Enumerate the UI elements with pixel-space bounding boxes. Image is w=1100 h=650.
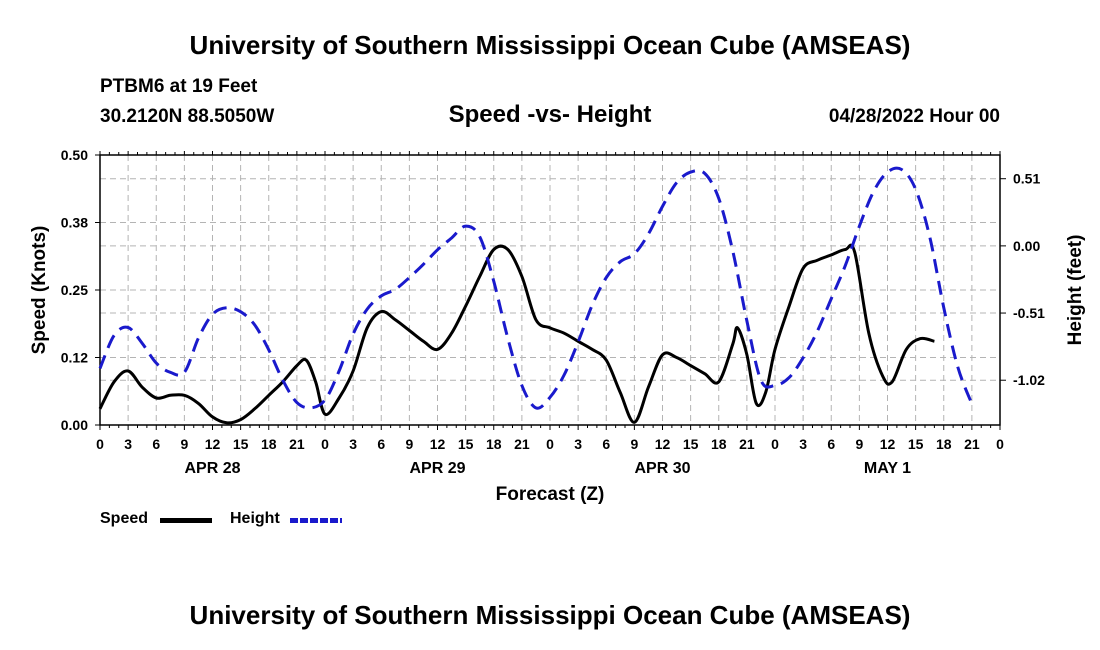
day-label: MAY 1 — [864, 460, 911, 477]
series-line-height — [98, 166, 974, 410]
x-tick-label: 3 — [574, 436, 582, 452]
x-tick-label: 9 — [180, 436, 188, 452]
x-tick-label: 21 — [739, 436, 755, 452]
x-tick-label: 0 — [996, 436, 1004, 452]
x-tick-label: 21 — [964, 436, 980, 452]
x-tick-label: 12 — [655, 436, 671, 452]
x-tick-label: 12 — [430, 436, 446, 452]
y-tick-label: 0.12 — [61, 350, 88, 366]
x-tick-label: 18 — [936, 436, 952, 452]
x-tick-label: 15 — [233, 436, 249, 452]
y2-tick-label: -1.02 — [1013, 372, 1045, 388]
y-axis-label: Speed (Knots) — [29, 226, 50, 355]
y-tick-label: 0.00 — [61, 417, 88, 433]
legend-speed-label: Speed — [100, 510, 149, 527]
footer-title: University of Southern Mississippi Ocean… — [189, 600, 911, 630]
x-tick-label: 0 — [546, 436, 554, 452]
x-tick-label: 18 — [486, 436, 502, 452]
x-tick-label: 0 — [321, 436, 329, 452]
chart-subtitle: Speed -vs- Height — [448, 101, 652, 128]
chart-title: University of Southern Mississippi Ocean… — [189, 30, 911, 60]
y2-tick-label: 0.51 — [1013, 171, 1040, 187]
x-tick-label: 9 — [405, 436, 413, 452]
x-tick-label: 9 — [630, 436, 638, 452]
forecast-datetime: 04/28/2022 Hour 00 — [828, 106, 1000, 127]
x-tick-label: 6 — [602, 436, 610, 452]
x-tick-label: 6 — [827, 436, 835, 452]
x-tick-label: 12 — [880, 436, 896, 452]
x-tick-label: 3 — [349, 436, 357, 452]
station-label: PTBM6 at 19 Feet — [100, 76, 258, 97]
legend-speed-swatch — [160, 518, 212, 523]
x-tick-label: 3 — [124, 436, 132, 452]
x-tick-label: 21 — [289, 436, 305, 452]
y2-axis-label: Height (feet) — [1065, 235, 1086, 346]
y-tick-label: 0.25 — [61, 282, 88, 298]
y-tick-label: 0.38 — [61, 215, 88, 231]
day-label: APR 30 — [634, 460, 690, 477]
legend-height-label: Height — [230, 510, 280, 527]
x-tick-label: 0 — [96, 436, 104, 452]
x-axis-label: Forecast (Z) — [496, 484, 605, 505]
x-tick-label: 15 — [908, 436, 924, 452]
x-tick-label: 18 — [711, 436, 727, 452]
x-tick-label: 21 — [514, 436, 530, 452]
coordinates-label: 30.2120N 88.5050W — [100, 106, 275, 127]
legend-height-swatch — [290, 518, 342, 523]
x-tick-label: 0 — [771, 436, 779, 452]
x-tick-label: 15 — [683, 436, 699, 452]
y2-tick-label: 0.00 — [1013, 238, 1040, 254]
y2-tick-label: -0.51 — [1013, 305, 1045, 321]
series-line-speed — [98, 243, 935, 425]
day-label: APR 29 — [409, 460, 465, 477]
day-label: APR 28 — [184, 460, 240, 477]
x-tick-label: 12 — [205, 436, 221, 452]
x-tick-label: 15 — [458, 436, 474, 452]
x-tick-label: 6 — [152, 436, 160, 452]
x-tick-label: 3 — [799, 436, 807, 452]
x-tick-label: 6 — [377, 436, 385, 452]
x-tick-label: 18 — [261, 436, 277, 452]
speed-height-chart: 0 3 6 9 12 15 18 21 0 3 6 9 12 15 18 21 0 3 6 9 12 15 18 21 0 3 6 9… — [29, 147, 1086, 505]
y-tick-label: 0.50 — [61, 147, 88, 163]
x-tick-label: 9 — [855, 436, 863, 452]
